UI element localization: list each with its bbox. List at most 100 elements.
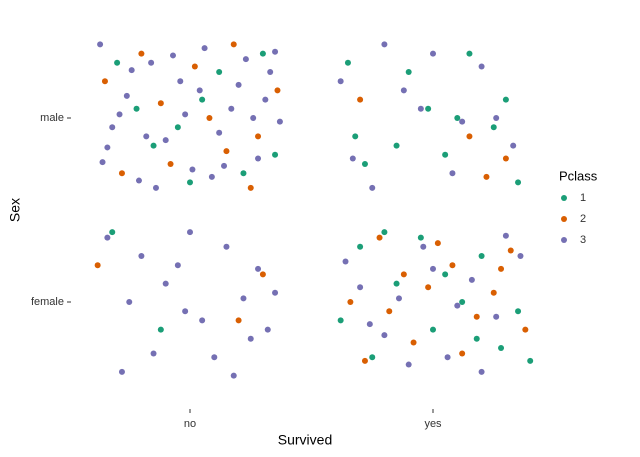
point — [135, 177, 142, 184]
point — [216, 69, 223, 75]
point — [230, 372, 237, 379]
point — [357, 96, 364, 103]
point — [276, 118, 283, 125]
point — [99, 159, 106, 166]
point — [208, 173, 215, 180]
point — [444, 354, 451, 361]
point — [369, 184, 376, 191]
point — [104, 234, 111, 241]
point — [347, 299, 354, 305]
point — [201, 45, 208, 52]
point — [169, 52, 176, 59]
point — [478, 253, 485, 259]
point — [118, 170, 125, 177]
point — [507, 247, 514, 254]
point — [148, 59, 155, 66]
point — [515, 179, 522, 186]
point — [126, 299, 133, 305]
point — [123, 92, 130, 99]
point — [259, 271, 266, 278]
point — [434, 240, 441, 247]
point — [216, 129, 223, 136]
point — [468, 276, 475, 283]
point — [442, 151, 449, 158]
point — [405, 69, 412, 75]
point — [420, 243, 427, 250]
point — [459, 350, 466, 357]
point — [510, 142, 517, 149]
point — [369, 354, 376, 361]
point — [109, 124, 116, 131]
point — [459, 299, 466, 305]
point — [235, 81, 242, 88]
point — [143, 133, 150, 140]
point — [187, 229, 193, 236]
point — [366, 321, 373, 328]
point — [430, 326, 436, 333]
point — [517, 253, 524, 259]
point — [128, 67, 135, 74]
point — [118, 368, 125, 375]
point — [267, 69, 274, 75]
point — [196, 87, 203, 94]
point — [177, 78, 184, 85]
point — [223, 148, 230, 155]
point — [138, 50, 145, 57]
point — [150, 142, 157, 149]
point — [454, 115, 461, 121]
point — [101, 78, 108, 85]
point — [490, 124, 497, 131]
point — [376, 234, 383, 241]
point — [454, 302, 461, 309]
point — [381, 229, 388, 236]
point — [116, 111, 123, 118]
point — [174, 262, 181, 269]
point — [493, 115, 500, 121]
point — [242, 56, 249, 63]
point — [221, 162, 228, 169]
point — [259, 50, 266, 57]
point — [150, 350, 157, 357]
point — [189, 166, 196, 173]
point — [272, 289, 279, 296]
point — [191, 63, 198, 70]
point — [187, 179, 193, 186]
point — [235, 317, 242, 324]
point — [502, 232, 509, 239]
y-axis-title: Sex — [7, 198, 23, 222]
point — [417, 105, 424, 112]
point — [157, 326, 164, 333]
point — [473, 335, 480, 342]
point — [206, 115, 213, 121]
point — [240, 295, 247, 302]
legend-swatch — [561, 195, 567, 201]
point — [228, 105, 235, 112]
legend-swatch — [561, 237, 567, 243]
point — [361, 161, 368, 167]
legend-label: 2 — [580, 213, 586, 225]
point — [502, 96, 509, 103]
point — [247, 184, 254, 191]
point — [466, 50, 473, 57]
point — [211, 354, 218, 361]
point — [262, 96, 269, 103]
point — [478, 368, 485, 375]
legend-title: Pclass — [559, 168, 598, 183]
point — [167, 161, 174, 167]
point — [272, 48, 279, 55]
point — [473, 313, 480, 320]
point — [393, 142, 400, 149]
point — [425, 284, 432, 291]
point — [417, 234, 424, 241]
x-tick-label: no — [184, 418, 196, 430]
legend-label: 1 — [580, 192, 586, 204]
legend-label: 3 — [580, 234, 586, 246]
point — [490, 289, 497, 296]
point — [223, 243, 230, 250]
point — [449, 262, 456, 269]
point — [255, 133, 262, 140]
point — [522, 326, 529, 333]
point — [272, 151, 279, 158]
y-tick-label: male — [40, 112, 64, 124]
point — [478, 63, 485, 70]
